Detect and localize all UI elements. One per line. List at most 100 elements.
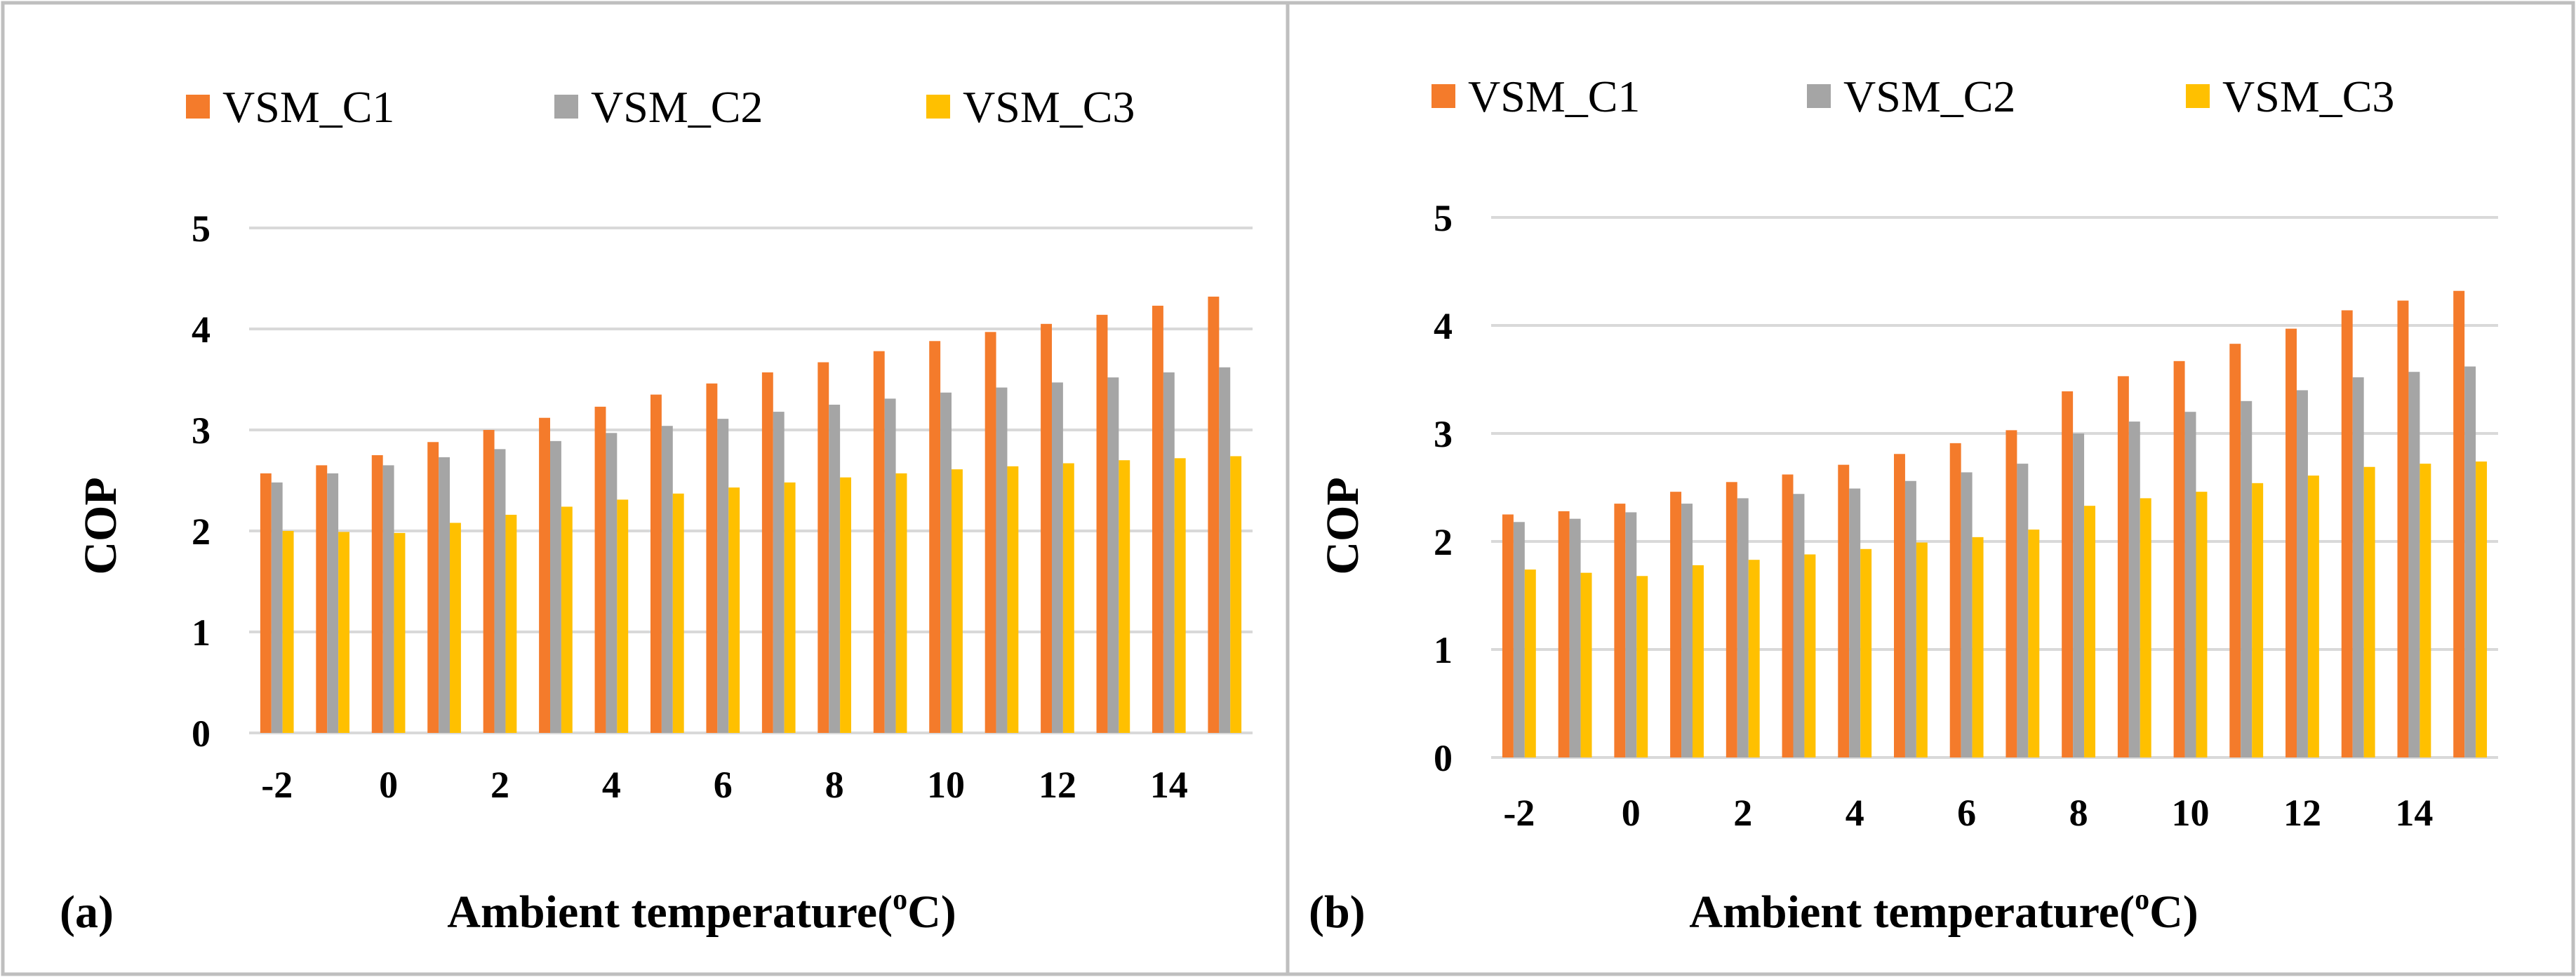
legend-swatch-vsm-c2 — [1807, 84, 1831, 108]
bar-vsm-c2 — [996, 387, 1008, 733]
x-axis-title: Ambient temperature(oC) — [1689, 884, 2198, 938]
bar-vsm-c2 — [1849, 488, 1861, 757]
bar-vsm-c2 — [271, 482, 283, 733]
x-tick-label: 12 — [2283, 792, 2321, 834]
bar-vsm-c2 — [606, 433, 618, 733]
bar-vsm-c2 — [1107, 377, 1119, 733]
x-tick-label: 0 — [379, 764, 398, 806]
bar-vsm-c3 — [1636, 576, 1648, 757]
x-axis-title-main: Ambient temperature( — [447, 887, 893, 938]
bar-vsm-c2 — [829, 405, 841, 733]
x-axis-title-end: C) — [2149, 887, 2198, 938]
bar-vsm-c1 — [1894, 454, 1905, 757]
bar-vsm-c3 — [450, 523, 461, 733]
panel-label: (b) — [1309, 887, 1366, 938]
bar-vsm-c3 — [1972, 537, 1984, 757]
y-tick-label: 2 — [1434, 521, 1453, 563]
bar-vsm-c2 — [2073, 433, 2085, 757]
bar-vsm-c3 — [784, 482, 796, 733]
y-tick-label: 1 — [1434, 629, 1453, 671]
bar-vsm-c3 — [2252, 483, 2264, 757]
bar-vsm-c2 — [717, 419, 729, 733]
bar-vsm-c3 — [617, 499, 629, 733]
bar-vsm-c1 — [1614, 504, 1626, 757]
x-tick-label: 12 — [1039, 764, 1076, 806]
bar-vsm-c1 — [817, 362, 829, 733]
bar-vsm-c3 — [2084, 506, 2095, 757]
bar-vsm-c2 — [439, 457, 450, 733]
bar-vsm-c2 — [661, 426, 673, 733]
bar-vsm-c1 — [1782, 474, 1794, 757]
x-tick-label: 6 — [1957, 792, 1976, 834]
bar-vsm-c1 — [1838, 464, 1850, 757]
x-tick-label: 10 — [2172, 792, 2210, 834]
legend-label: VSM_C1 — [222, 82, 394, 132]
bar-vsm-c1 — [650, 394, 662, 733]
legend-swatch-vsm-c3 — [2186, 84, 2210, 108]
bar-vsm-c1 — [2229, 344, 2241, 757]
x-tick-label: 4 — [1846, 792, 1864, 834]
bar-vsm-c2 — [2297, 390, 2308, 757]
y-tick-label: 0 — [1434, 737, 1453, 779]
bar-vsm-c1 — [2341, 310, 2353, 757]
bar-vsm-c2 — [494, 449, 506, 733]
legend-label: VSM_C1 — [1468, 72, 1640, 121]
bar-vsm-c1 — [2397, 300, 2409, 758]
y-tick-label: 2 — [192, 511, 211, 553]
bar-vsm-c2 — [2408, 372, 2420, 757]
legend-label: VSM_C3 — [2222, 72, 2394, 121]
bar-vsm-c2 — [550, 440, 561, 733]
y-tick-label: 5 — [1434, 197, 1453, 239]
bar-vsm-c2 — [327, 473, 339, 733]
bar-vsm-c2 — [2017, 464, 2029, 757]
bar-vsm-c2 — [1793, 494, 1805, 757]
bar-vsm-c1 — [2173, 361, 2185, 757]
x-tick-label: 2 — [490, 764, 509, 806]
bar-vsm-c3 — [394, 532, 406, 733]
bar-vsm-c1 — [706, 383, 718, 733]
bar-vsm-c2 — [884, 398, 896, 733]
legend-swatch-vsm-c1 — [1432, 84, 1455, 108]
bar-vsm-c2 — [1625, 512, 1637, 757]
bar-vsm-c1 — [985, 332, 996, 733]
x-tick-label: 8 — [2069, 792, 2088, 834]
bar-vsm-c3 — [672, 493, 684, 733]
bar-vsm-c1 — [1726, 482, 1737, 757]
bar-vsm-c1 — [316, 465, 328, 733]
y-axis-title: COP — [1317, 477, 1368, 574]
x-tick-label: 2 — [1733, 792, 1752, 834]
legend-swatch-vsm-c2 — [554, 95, 578, 119]
legend-swatch-vsm-c3 — [926, 95, 950, 119]
x-tick-label: 8 — [825, 764, 844, 806]
bar-vsm-c2 — [2128, 422, 2140, 757]
x-tick-label: 4 — [602, 764, 621, 806]
y-tick-label: 3 — [192, 410, 211, 452]
bar-vsm-c1 — [371, 455, 383, 733]
bar-vsm-c1 — [1208, 296, 1220, 733]
x-tick-label: 10 — [927, 764, 965, 806]
bar-vsm-c1 — [1152, 305, 1163, 733]
bar-vsm-c3 — [2307, 476, 2319, 757]
y-tick-label: 1 — [192, 612, 211, 654]
bar-vsm-c2 — [2352, 377, 2364, 757]
legend-swatch-vsm-c1 — [186, 95, 210, 119]
bar-vsm-c3 — [1119, 460, 1130, 733]
bar-vsm-c2 — [1569, 518, 1581, 757]
x-tick-label: 6 — [714, 764, 733, 806]
bar-vsm-c3 — [2140, 498, 2151, 757]
bar-vsm-c3 — [2420, 464, 2431, 757]
bar-vsm-c2 — [2241, 400, 2253, 757]
bar-vsm-c1 — [1558, 511, 1570, 757]
bar-vsm-c2 — [1961, 472, 1973, 757]
bar-vsm-c3 — [952, 469, 963, 733]
y-tick-label: 4 — [192, 309, 211, 351]
bar-vsm-c2 — [1681, 504, 1693, 757]
bar-vsm-c3 — [895, 473, 907, 733]
x-tick-label: 0 — [1622, 792, 1641, 834]
bar-vsm-c3 — [1693, 565, 1704, 757]
bar-vsm-c2 — [1737, 498, 1749, 757]
bar-vsm-c2 — [773, 412, 785, 733]
bar-vsm-c1 — [761, 372, 773, 733]
y-tick-label: 5 — [192, 208, 211, 250]
